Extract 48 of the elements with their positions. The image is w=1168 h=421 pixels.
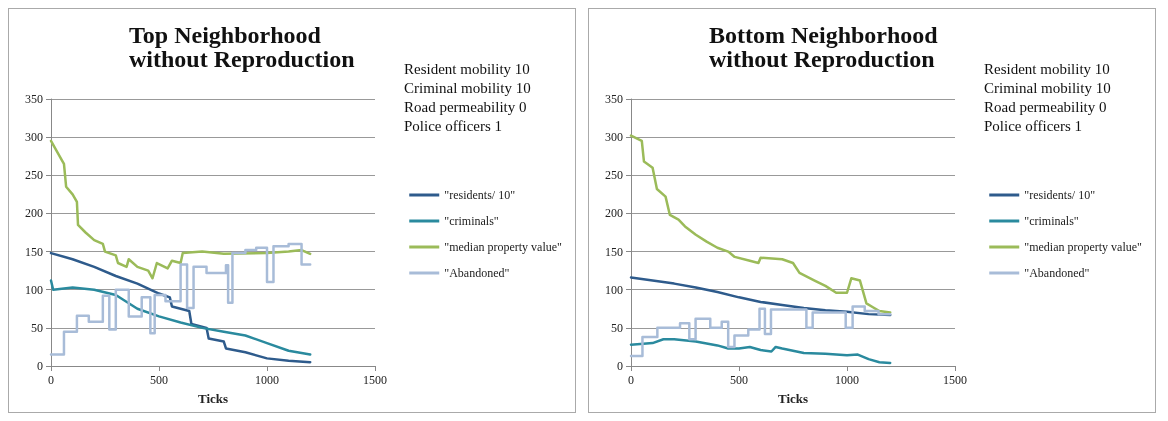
legend-label: "median property value" bbox=[1024, 240, 1143, 254]
legend-label: "residents/ 10" bbox=[1024, 188, 1096, 202]
y-tick-label: 250 bbox=[25, 168, 43, 183]
y-tick-label: 0 bbox=[37, 359, 43, 373]
y-tick-label: 150 bbox=[605, 244, 623, 259]
x-tick-label: 1500 bbox=[363, 373, 387, 387]
x-tick-label: 1000 bbox=[835, 373, 859, 387]
text: Criminal mobility 10 bbox=[984, 79, 1111, 96]
x-tick-label: 500 bbox=[150, 373, 168, 387]
y-tick-label: 200 bbox=[605, 206, 623, 221]
line-series bbox=[629, 338, 892, 365]
legend-label: "residents/ 10" bbox=[444, 188, 516, 202]
text: Criminal mobility 10 bbox=[404, 79, 531, 96]
y-tick-label: 300 bbox=[605, 130, 623, 145]
x-tick-label: 0 bbox=[48, 373, 54, 387]
line-series bbox=[49, 139, 312, 280]
y-tick-label: 100 bbox=[605, 282, 623, 297]
x-tick-label: 1000 bbox=[255, 373, 279, 387]
y-tick-label: 300 bbox=[25, 130, 43, 145]
legend-label: "Abandoned" bbox=[444, 266, 510, 280]
chart-title: Bottom Neighborhood without Reproduction bbox=[709, 22, 950, 72]
line-series bbox=[49, 279, 312, 356]
chart-title: Top Neighborhood without Reproduction bbox=[129, 22, 355, 72]
text: Police officers 1 bbox=[984, 117, 1083, 134]
x-axis-title: Ticks bbox=[197, 391, 229, 406]
y-tick-label: 100 bbox=[25, 282, 43, 297]
y-tick-label: 250 bbox=[605, 168, 623, 183]
legend-label: "Abandoned" bbox=[1024, 266, 1090, 280]
y-tick-label: 50 bbox=[611, 320, 623, 335]
text: Police officers 1 bbox=[404, 117, 503, 134]
x-tick-label: 0 bbox=[628, 373, 634, 387]
legend-label: "criminals" bbox=[444, 214, 499, 228]
legend-label: "criminals" bbox=[1024, 214, 1079, 228]
x-tick-label: 1500 bbox=[943, 373, 967, 387]
y-tick-label: 350 bbox=[605, 92, 623, 106]
legend-label: "median property value" bbox=[444, 240, 563, 254]
text: Resident mobility 10 bbox=[404, 60, 530, 77]
x-axis-title: Ticks bbox=[777, 391, 809, 406]
text: Resident mobility 10 bbox=[984, 60, 1110, 77]
text: Road permeability 0 bbox=[984, 98, 1107, 115]
x-tick-label: 500 bbox=[730, 373, 748, 387]
y-tick-label: 0 bbox=[617, 359, 623, 373]
y-tick-label: 350 bbox=[25, 92, 43, 106]
line-series bbox=[629, 134, 892, 314]
y-tick-label: 50 bbox=[31, 320, 43, 335]
text: Road permeability 0 bbox=[404, 98, 527, 115]
y-tick-label: 150 bbox=[25, 244, 43, 259]
y-tick-label: 200 bbox=[25, 206, 43, 221]
